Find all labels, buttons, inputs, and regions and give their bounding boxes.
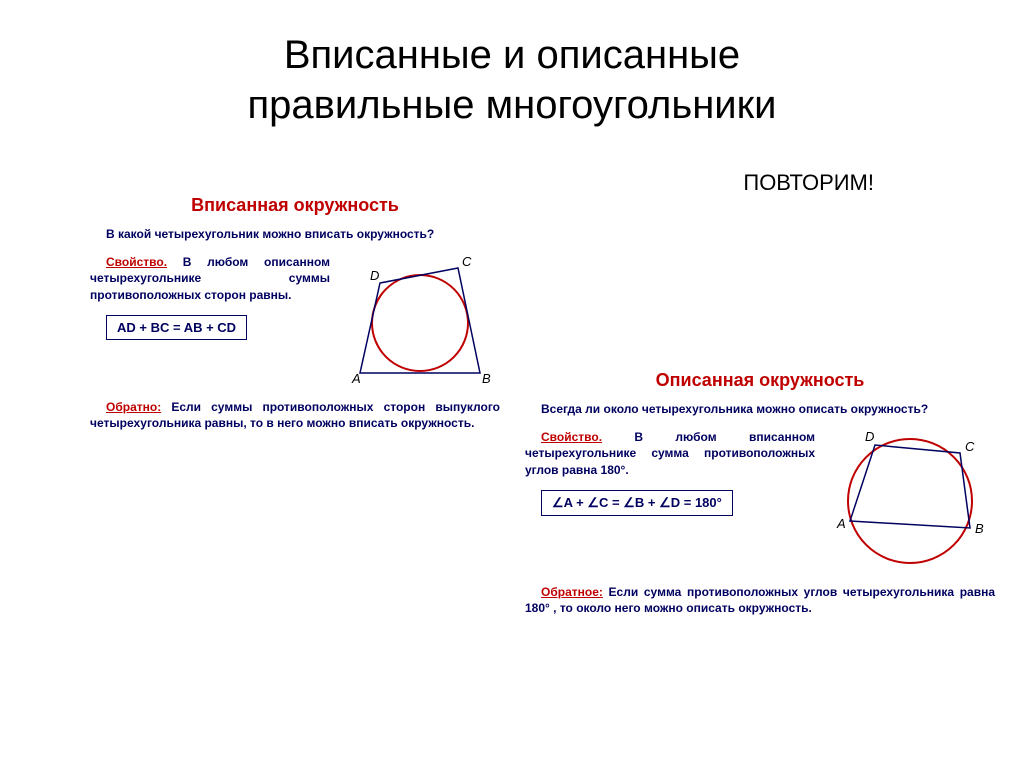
svg-text:A: A	[351, 371, 361, 386]
inscribed-diagram: A B C D	[340, 248, 500, 393]
main-title: Вписанные и описанные правильные многоуг…	[0, 0, 1024, 130]
inscribed-property: Свойство. В любом описанном четырехуголь…	[90, 254, 330, 303]
svg-text:C: C	[462, 254, 472, 269]
svg-text:B: B	[975, 521, 984, 536]
circumscribed-circle-section: Описанная окружность Всегда ли около чет…	[525, 370, 995, 623]
circumscribed-question: Всегда ли около четырехугольника можно о…	[525, 401, 995, 417]
repeat-label: ПОВТОРИМ!	[743, 170, 874, 196]
inscribed-circle-section: Вписанная окружность В какой четырехугол…	[90, 195, 500, 438]
svg-text:A: A	[836, 516, 846, 531]
circumscribed-inverse: Обратное: Если сумма противоположных угл…	[525, 584, 995, 616]
inscribed-inverse: Обратно: Если суммы противоположных стор…	[90, 399, 500, 431]
svg-text:D: D	[865, 429, 874, 444]
circumscribed-formula: ∠A + ∠C = ∠B + ∠D = 180°	[541, 490, 733, 516]
svg-text:C: C	[965, 439, 975, 454]
svg-text:D: D	[370, 268, 379, 283]
svg-text:B: B	[482, 371, 491, 386]
circumscribed-property: Свойство. В любом вписанном четырехуголь…	[525, 429, 815, 478]
inscribed-heading: Вписанная окружность	[90, 195, 500, 216]
inscribed-formula: AD + BC = AB + CD	[106, 315, 247, 340]
circumscribed-diagram: A B C D	[825, 423, 995, 578]
inscribed-question: В какой четырехугольник можно вписать ок…	[90, 226, 500, 242]
circumscribed-heading: Описанная окружность	[525, 370, 995, 391]
